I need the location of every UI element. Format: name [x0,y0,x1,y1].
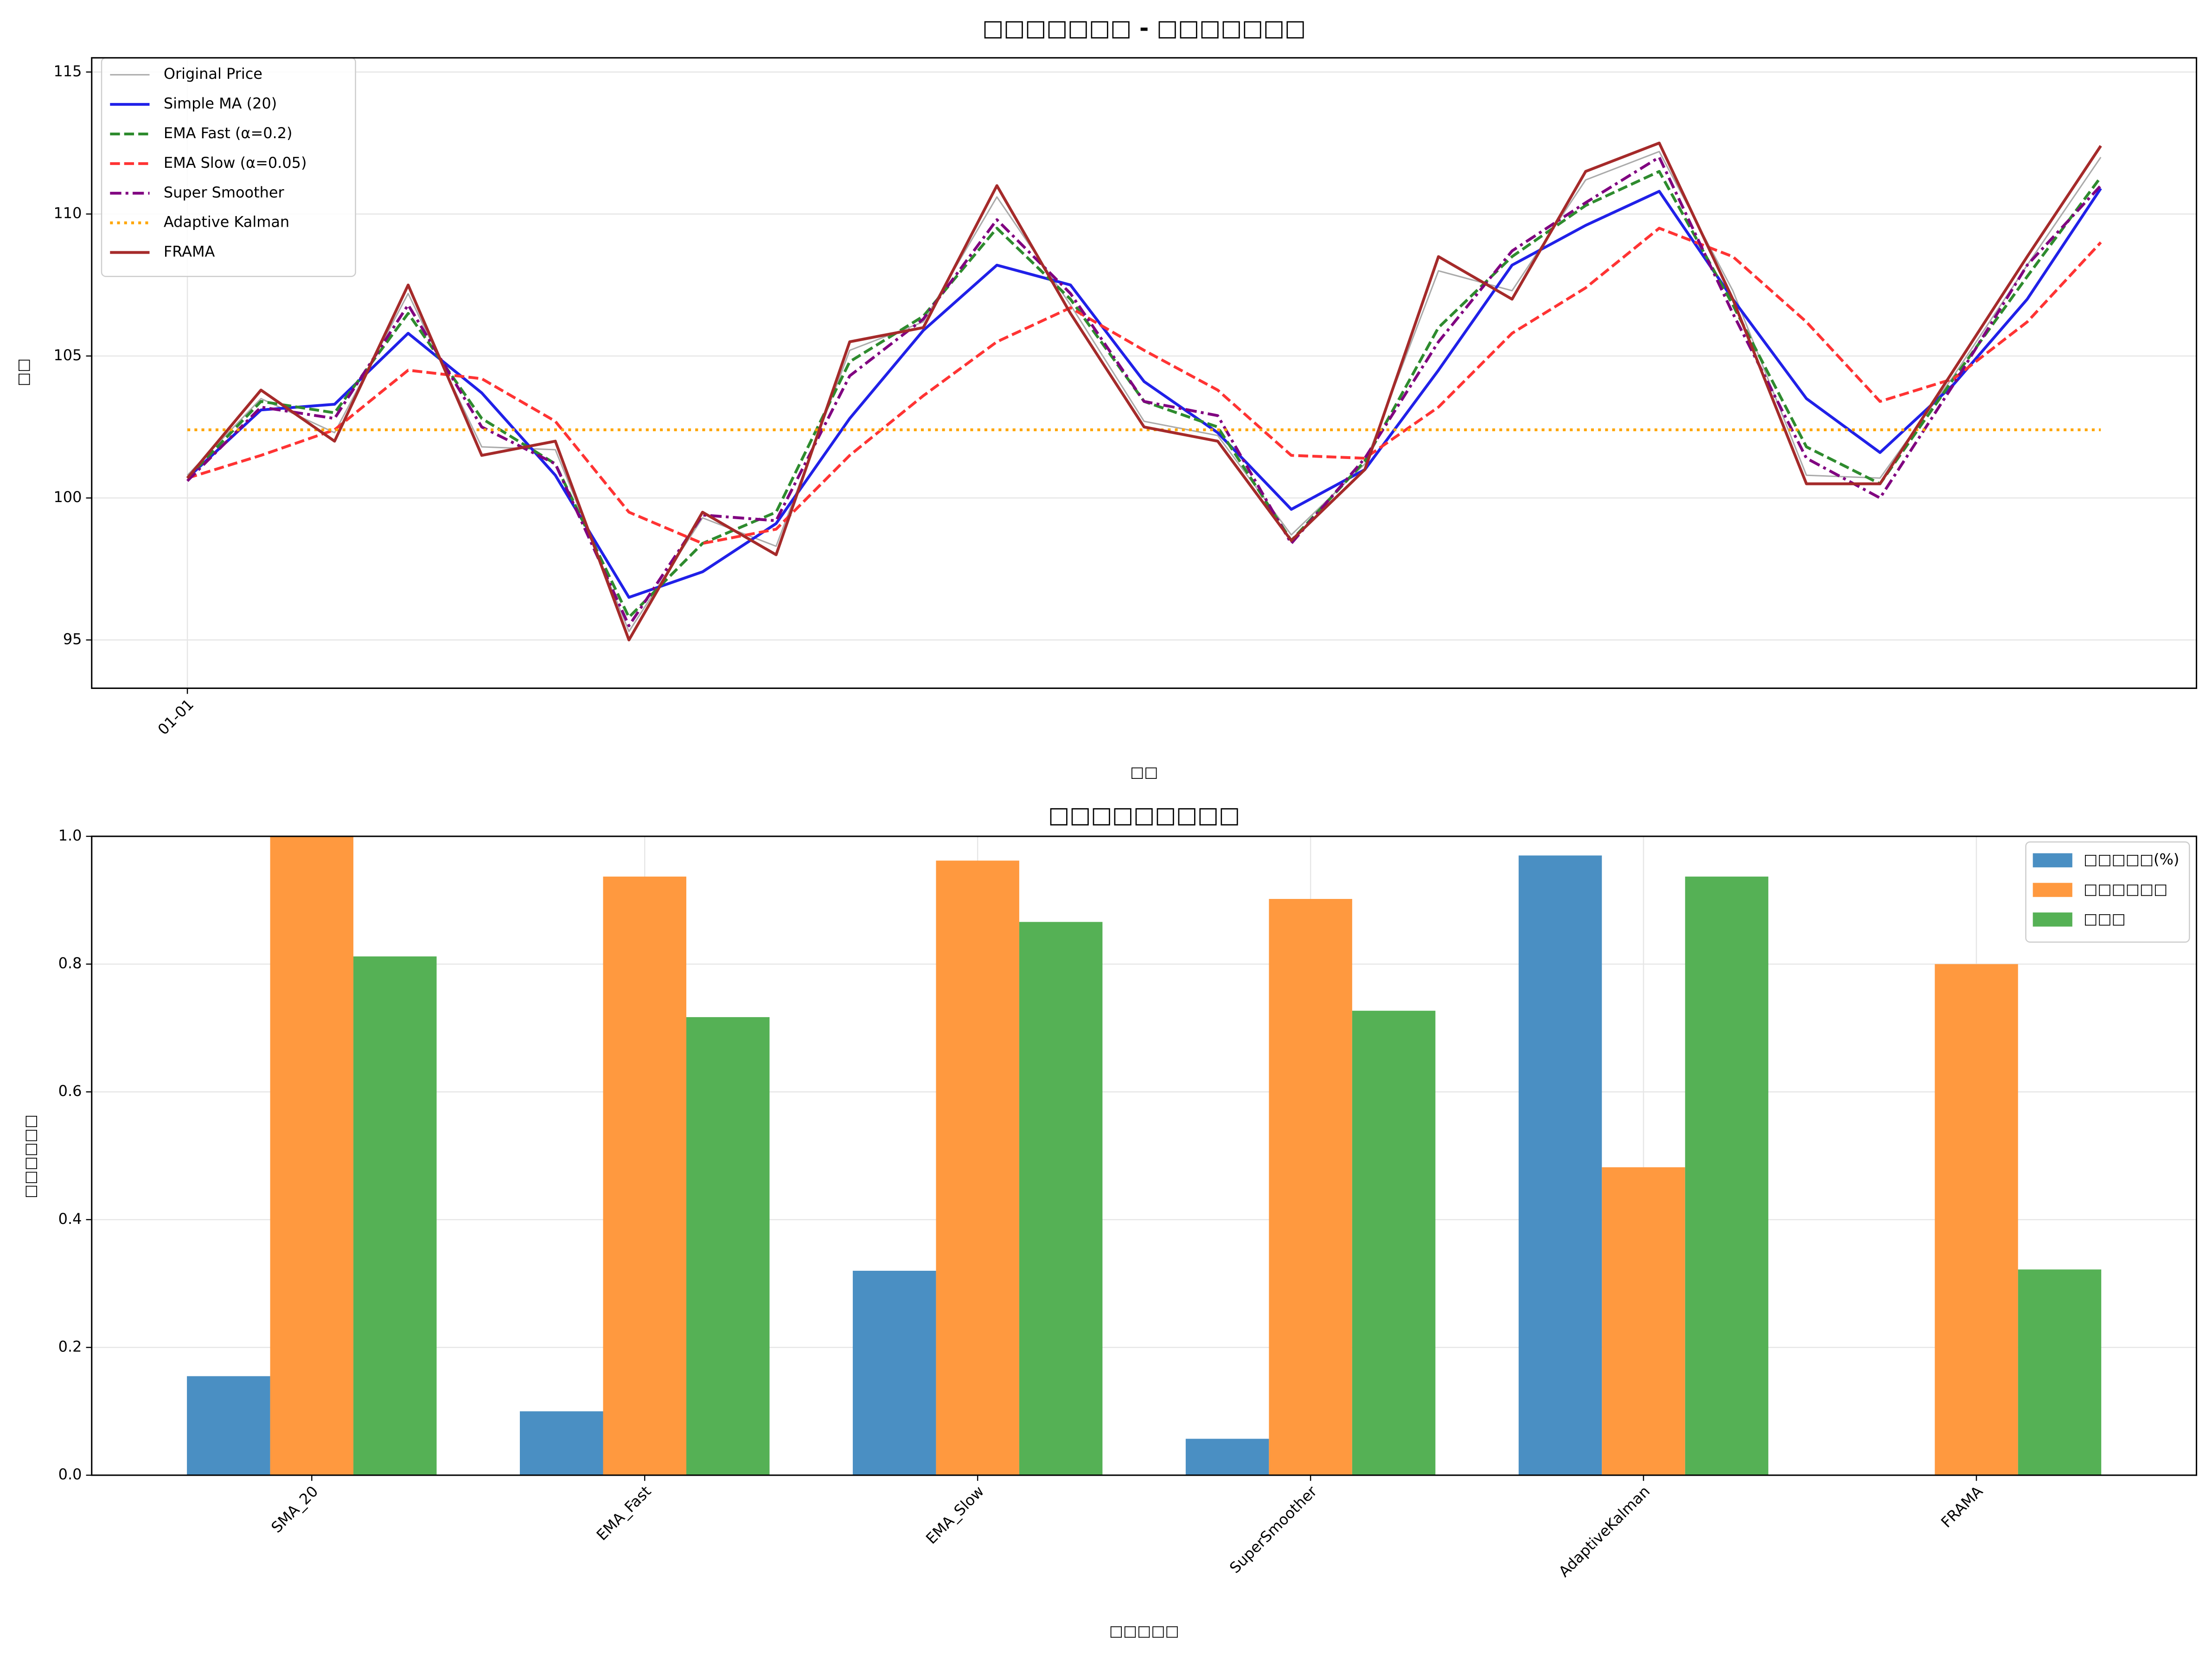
bar [1269,898,1352,1476]
x-tick-label: EMA_Fast [593,1483,655,1544]
x-tick-label: SMA_20 [268,1483,321,1536]
y-tick-label: 1.0 [58,827,82,844]
legend-label: □□□□□□ [2084,880,2167,898]
x-tick-label: EMA_Slow [922,1483,987,1548]
y-tick-label: 0.6 [58,1082,82,1100]
y-tick-label: 0.4 [58,1210,82,1228]
series-line [186,187,2102,599]
y-axis-label: □□ [14,358,32,386]
series-line [187,227,2102,545]
series-line [186,156,2102,627]
bar [1685,876,1769,1476]
bar [2018,1269,2102,1476]
legend-label: FRAMA [164,243,215,261]
y-tick-label: 115 [53,62,82,80]
bar [270,836,354,1476]
plot-frame [91,835,2198,1476]
x-axis-label: □□□□□ [1109,1622,1179,1640]
x-tick-label: SuperSmoother [1226,1482,1321,1577]
plot-frame [91,57,2198,689]
bar [852,1271,936,1476]
y-tick-label: 0.0 [58,1465,82,1483]
legend-label: EMA Slow (α=0.05) [164,154,307,172]
series-line [186,151,2102,632]
y-tick-label: 0.2 [58,1338,82,1355]
bar [1185,1439,1269,1476]
bar [936,860,1019,1476]
bar [353,956,437,1476]
legend-swatch [2033,853,2072,867]
legend-label: □□□□□(%) [2084,851,2179,868]
bar [1518,855,1602,1476]
bar [1019,922,1103,1476]
legend-label: □□□ [2084,910,2126,927]
legend-label: Adaptive Kalman [164,213,289,231]
bar [1935,964,2018,1476]
legend-label: Original Price [164,65,262,83]
series-line [186,170,2102,619]
legend-swatch [2033,912,2072,927]
y-tick-label: 100 [53,488,82,506]
legend-label: EMA Fast (α=0.2) [164,124,293,142]
legend-label: Super Smoother [164,184,285,201]
y-tick-label: 0.8 [58,955,82,972]
y-tick-label: 110 [53,204,82,222]
bar [1602,1167,1685,1476]
x-tick-label: AdaptiveKalman [1555,1483,1654,1581]
legend-swatch [2033,883,2072,897]
legend-label: Simple MA (20) [164,95,277,112]
y-tick-label: 105 [53,346,82,364]
bar [686,1017,770,1476]
bar [520,1411,603,1476]
bar [603,876,686,1476]
chart-title: □□□□□□□ - □□□□□□□ [982,15,1306,41]
series-line [186,141,2102,642]
x-tick-label: FRAMA [1937,1482,1986,1531]
x-tick-label: 01-01 [154,695,197,738]
bar [187,1376,270,1476]
chart-title: □□□□□□□□□ [1048,802,1240,828]
y-axis-label: □□□□□□ [21,1115,39,1198]
y-tick-label: 95 [63,630,82,648]
x-axis-label: □□ [1130,763,1158,781]
bar [1352,1011,1436,1476]
